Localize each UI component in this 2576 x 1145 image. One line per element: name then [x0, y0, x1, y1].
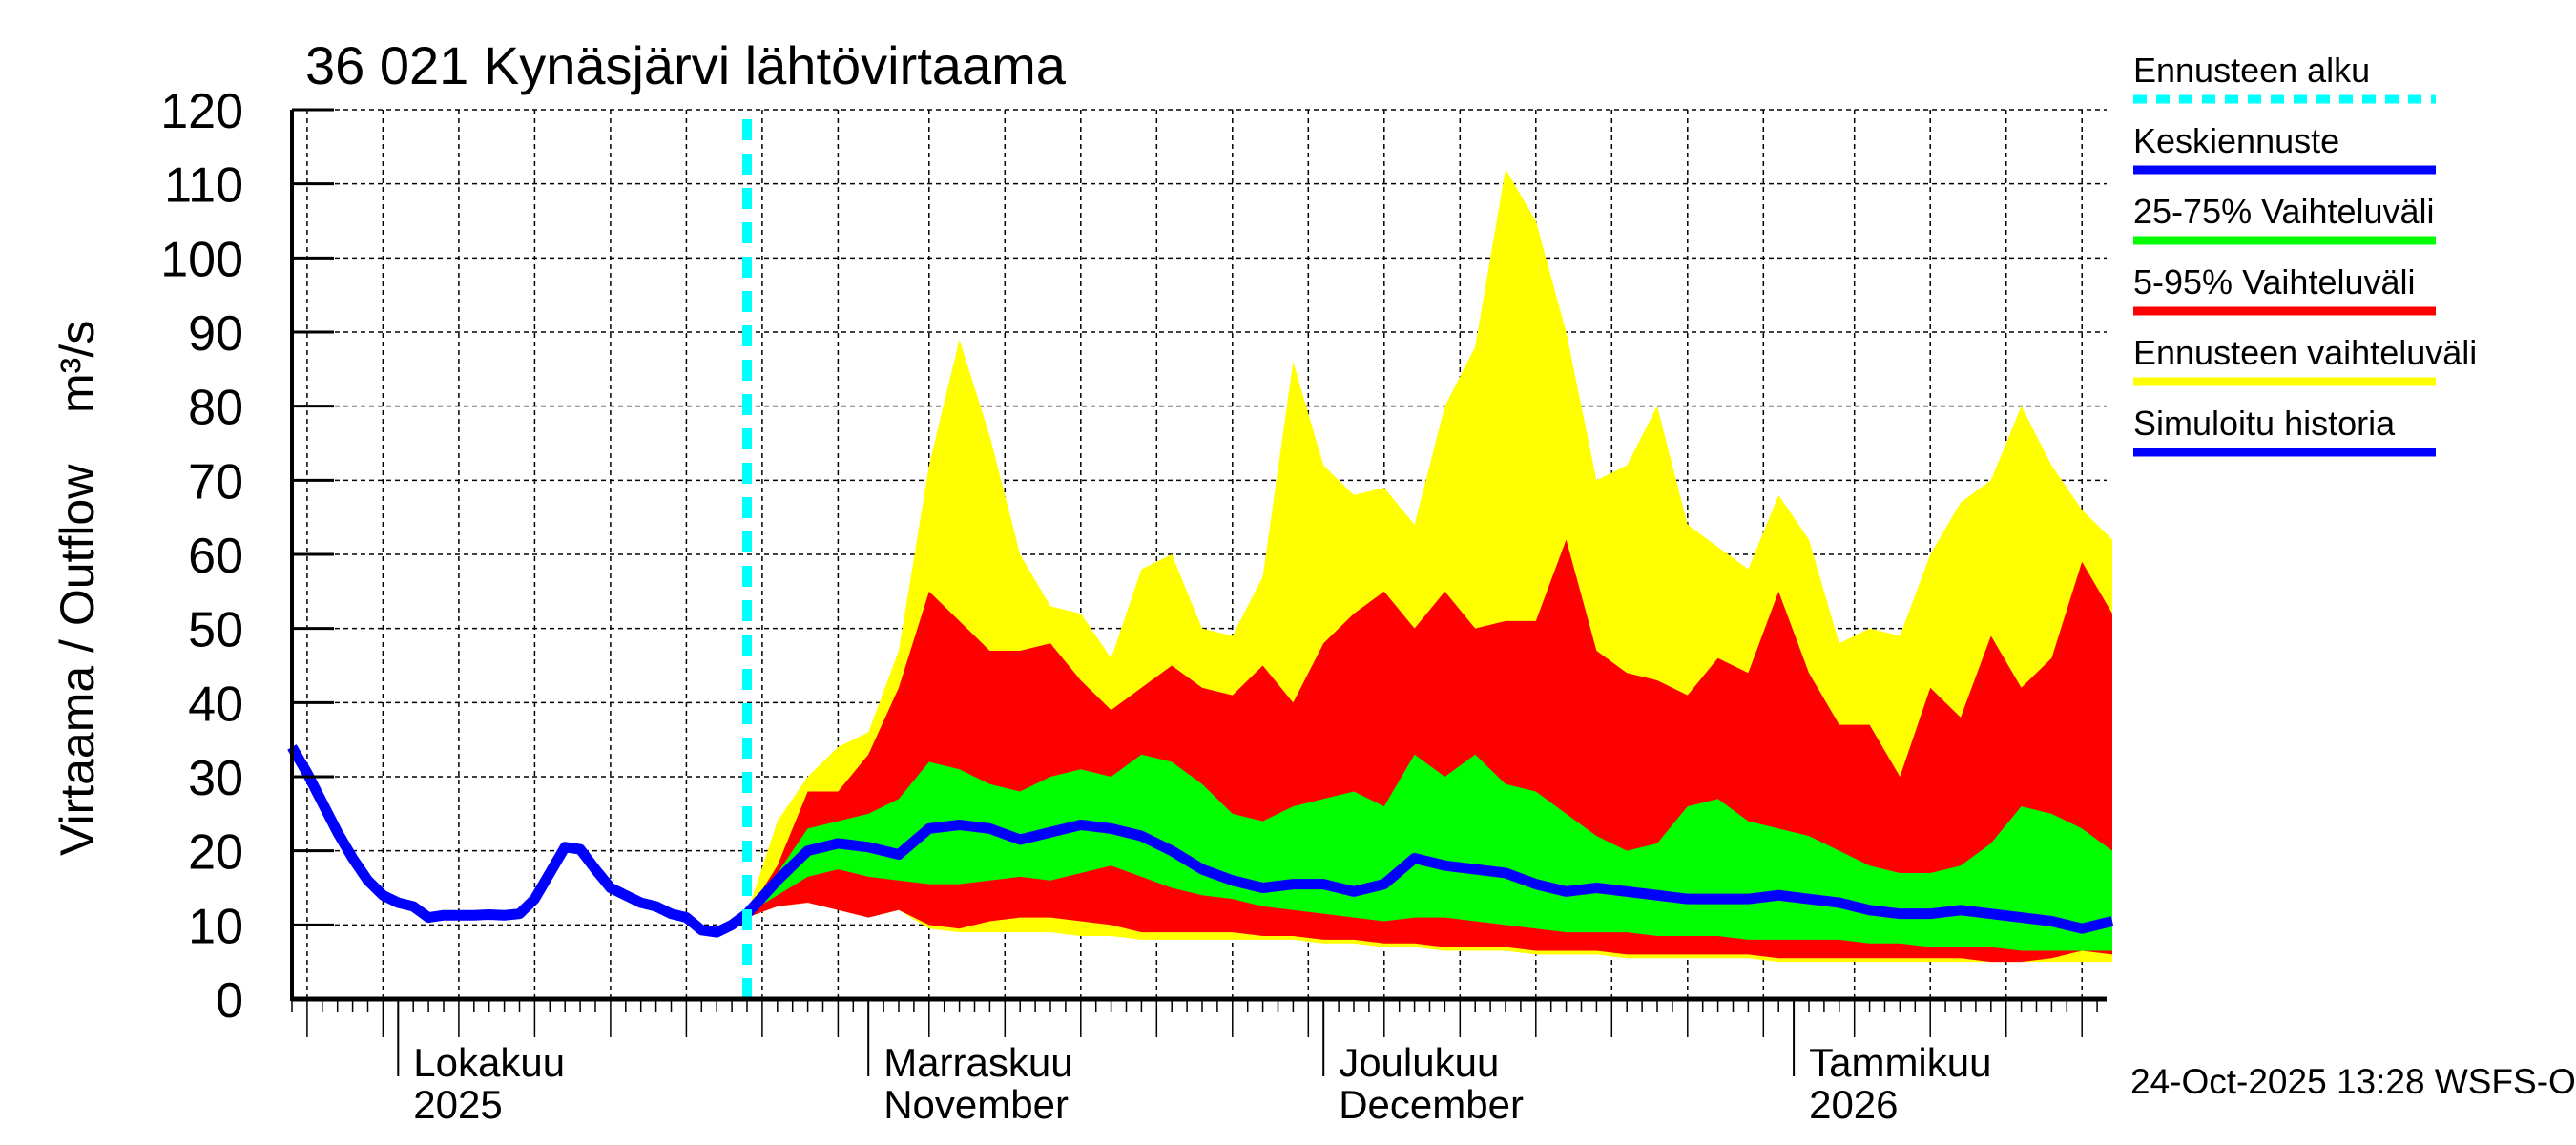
- month-label: Joulukuu: [1339, 1040, 1499, 1085]
- median-forecast-line: [742, 819, 2114, 934]
- legend-label: Ennusteen vaihteluväli: [2133, 333, 2477, 372]
- y-tick-label: 0: [216, 973, 243, 1029]
- y-axis-label: Virtaama / Outflow: [51, 464, 104, 856]
- y-tick-labels: 0 10 20 30 40 50 60 70 80 90 100 110 120: [160, 84, 243, 1029]
- legend-label: 5-95% Vaihteluväli: [2133, 262, 2416, 302]
- y-tick-label: 100: [160, 232, 243, 287]
- month-label: Lokakuu: [413, 1040, 565, 1085]
- legend: Ennusteen alku Keskiennuste 25-75% Vaihtel…: [2133, 51, 2477, 457]
- y-tick-label: 120: [160, 84, 243, 139]
- month-sublabel: 2026: [1809, 1082, 1898, 1127]
- band-25-75: [747, 754, 2112, 951]
- y-tick-label: 60: [188, 529, 243, 584]
- series-lines: [287, 119, 2114, 999]
- chart-title: 36 021 Kynäsjärvi lähtövirtaama: [305, 35, 1067, 95]
- month-label: Tammikuu: [1809, 1040, 1991, 1085]
- month-sublabel: November: [883, 1082, 1069, 1127]
- y-tick-label: 110: [164, 158, 243, 214]
- month-label: Marraskuu: [883, 1040, 1072, 1085]
- y-tick-label: 20: [188, 825, 243, 881]
- y-tick-label: 10: [188, 899, 243, 954]
- timestamp: 24-Oct-2025 13:28 WSFS-O: [2130, 1062, 2576, 1101]
- y-tick-label: 80: [188, 381, 243, 436]
- legend-label: Simuloitu historia: [2133, 404, 2396, 443]
- legend-label: Ennusteen alku: [2133, 51, 2370, 90]
- axes: [290, 108, 2107, 1076]
- month-sublabel: December: [1339, 1082, 1524, 1127]
- forecast-bands: [747, 169, 2112, 963]
- y-tick-label: 30: [188, 751, 243, 806]
- y-tick-label: 70: [188, 454, 243, 510]
- month-sublabel: 2025: [413, 1082, 502, 1127]
- y-tick-label: 40: [188, 677, 243, 732]
- legend-label: 25-75% Vaihteluväli: [2133, 192, 2435, 231]
- y-tick-label: 50: [188, 603, 243, 658]
- y-tick-label: 90: [188, 306, 243, 362]
- y-axis-unit: m³/s: [51, 321, 104, 413]
- history-line: [287, 744, 751, 938]
- legend-label: Keskiennuste: [2133, 121, 2339, 160]
